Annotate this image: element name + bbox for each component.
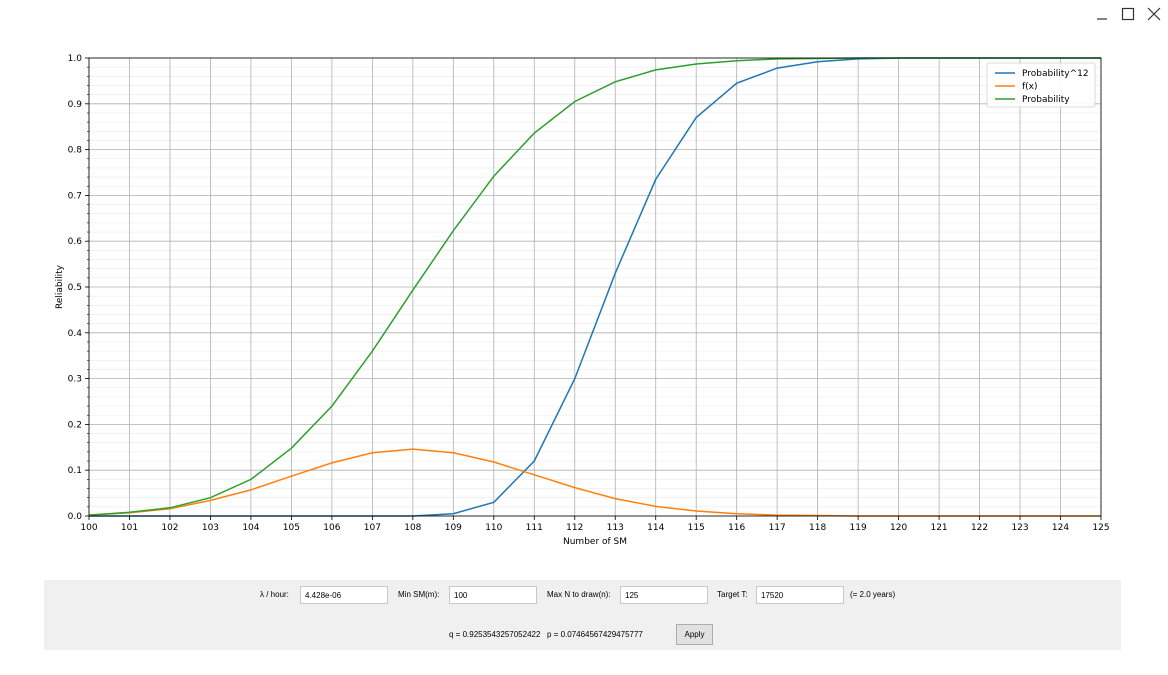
maximize-icon [1121,7,1135,21]
y-tick-label: 0.6 [68,237,83,247]
close-icon [1147,7,1161,21]
y-tick-label: 0.4 [68,329,83,339]
x-tick-label: 107 [364,523,381,533]
window-controls [1092,4,1164,24]
x-tick-label: 111 [526,523,543,533]
parameters-row: λ / hour: Min SM(m): Max N to draw(n): T… [44,586,1121,606]
x-tick-label: 117 [769,523,786,533]
series-line [88,448,1101,517]
x-tick-label: 103 [202,523,219,533]
x-tick-label: 121 [930,523,947,533]
x-tick-label: 106 [323,523,340,533]
lambda-input[interactable] [300,586,388,604]
x-axis-label: Number of SM [563,537,627,547]
x-tick-label: 113 [607,523,624,533]
x-tick-label: 109 [445,523,462,533]
y-tick-label: 0.9 [68,100,83,110]
x-tick-label: 100 [80,523,97,533]
control-panel: λ / hour: Min SM(m): Max N to draw(n): T… [44,580,1121,650]
lambda-label: λ / hour: [260,590,289,599]
maximize-button[interactable] [1118,4,1138,24]
x-tick-label: 119 [850,523,867,533]
x-tick-label: 124 [1052,523,1069,533]
major-grid [88,57,1102,517]
x-tick-label: 104 [242,523,259,533]
minimize-icon [1097,18,1107,20]
minor-grid [89,66,1101,508]
max-n-label: Max N to draw(n): [547,590,611,599]
p-value: p = 0.07464567429475777 [547,630,643,639]
legend: Probability^12 f(x) Probability [986,62,1096,108]
x-tick-label: 114 [647,523,664,533]
x-tick-label: 101 [121,523,138,533]
apply-button[interactable]: Apply [676,624,713,645]
target-input[interactable] [756,586,844,604]
x-tick-label: 108 [404,523,421,533]
reliability-chart: 100 101 102 103 104 105 106 107 108 109 110 111 112 1… [55,54,1110,547]
q-value: q = 0.9253543257052422 [449,630,541,639]
close-button[interactable] [1144,4,1164,24]
target-label: Target T: [717,590,748,599]
y-tick-label: 0.7 [68,191,82,201]
results-row: q = 0.9253543257052422 p = 0.07464567429… [44,624,1121,644]
x-tick-label: 120 [890,523,907,533]
y-axis-label: Reliability [55,264,65,309]
y-tick-label: 0.5 [68,283,82,293]
legend-label: Probability^12 [1022,69,1089,79]
max-n-input[interactable] [620,586,708,604]
y-tick-label: 0.1 [68,466,82,476]
x-tick-label: 105 [283,523,300,533]
y-tick-label: 0.0 [68,512,83,522]
x-tick-label: 110 [485,523,502,533]
x-tick-label: 125 [1092,523,1109,533]
y-tick-label: 0.8 [68,146,83,156]
y-tick-label: 0.3 [68,375,82,385]
legend-label: f(x) [1022,82,1038,92]
x-tick-label: 112 [566,523,583,533]
series-line [88,57,1101,516]
x-tick-label: 118 [809,523,826,533]
legend-label: Probability [1022,95,1070,105]
minimize-button[interactable] [1092,4,1112,24]
years-note: (= 2.0 years) [850,590,896,599]
x-tick-label: 102 [161,523,178,533]
x-tick-label: 122 [971,523,988,533]
legend-box [986,62,1096,108]
x-tick-label: 116 [728,523,745,533]
x-tick-label: 123 [1011,523,1028,533]
y-axis-ticks: 0.0 0.1 0.2 0.3 0.4 0.5 0.6 0.7 0.8 0.9 1.0 [68,54,89,522]
x-axis-ticks: 100 101 102 103 104 105 106 107 108 109 110 111 112 1… [80,516,1110,533]
x-tick-label: 115 [688,523,705,533]
min-sm-input[interactable] [449,586,537,604]
y-tick-label: 0.2 [68,420,82,430]
min-sm-label: Min SM(m): [398,590,440,599]
y-tick-label: 1.0 [68,54,83,64]
